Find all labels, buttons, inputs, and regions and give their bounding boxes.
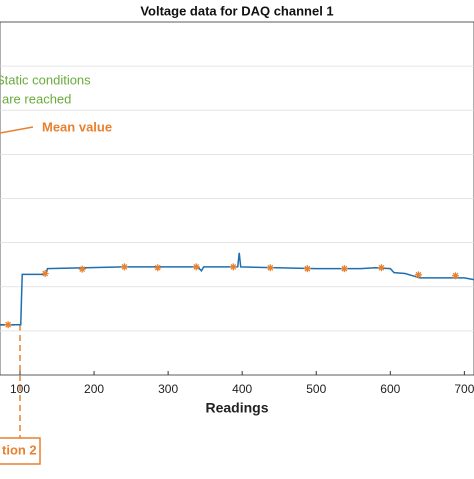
x-tick-label: 700: [454, 382, 474, 396]
annotation: Static conditions: [0, 72, 91, 87]
x-axis-label: Readings: [205, 400, 268, 416]
x-tick-label: 100: [10, 382, 30, 396]
marker: [120, 263, 128, 271]
marker: [340, 265, 348, 273]
x-tick-label: 300: [158, 382, 178, 396]
x-tick-label: 400: [232, 382, 252, 396]
x-tick-label: 600: [380, 382, 400, 396]
marker: [303, 265, 311, 273]
marker: [266, 264, 274, 272]
marker: [41, 270, 49, 278]
x-tick-label: 200: [84, 382, 104, 396]
annotation: are reached: [2, 91, 71, 106]
marker: [154, 264, 162, 272]
annotation-arrow: [0, 126, 34, 134]
marker: [451, 272, 459, 280]
x-tick-label: 500: [306, 382, 326, 396]
marker: [4, 321, 12, 329]
marker: [229, 263, 237, 271]
annotation: Mean value: [42, 119, 112, 134]
marker: [414, 271, 422, 279]
annotation-box: [0, 437, 41, 465]
marker: [377, 264, 385, 272]
chart-title: Voltage data for DAQ channel 1: [140, 3, 333, 18]
annotation: tion 2: [2, 442, 37, 457]
marker: [78, 265, 86, 273]
marker: [192, 263, 200, 271]
